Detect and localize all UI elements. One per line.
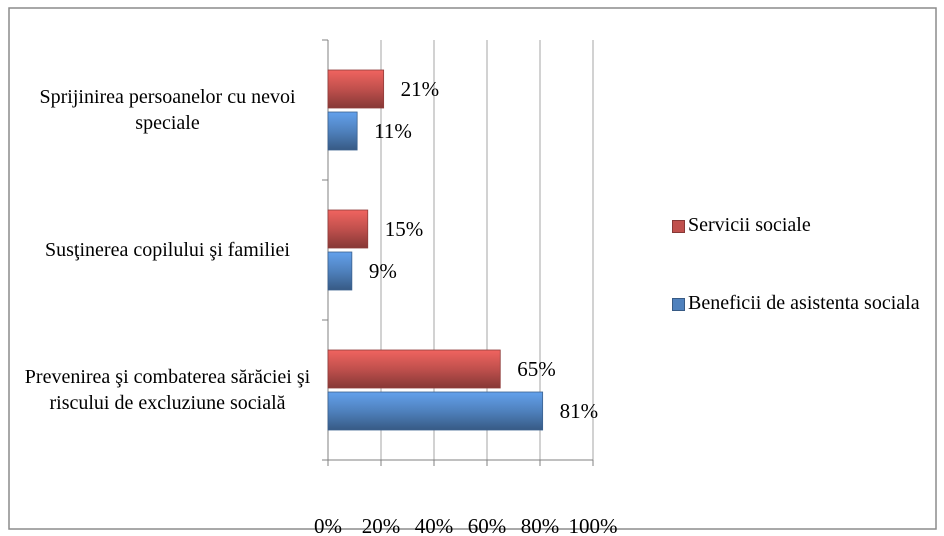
x-tick-label: 80%: [521, 514, 560, 536]
bar: [327, 111, 358, 151]
legend-swatch: [672, 220, 685, 233]
value-label: 15%: [385, 217, 424, 241]
bar: [327, 69, 385, 109]
bar: [327, 251, 353, 291]
category-label: Prevenirea şi combaterea sărăciei şi ris…: [24, 366, 311, 414]
bar: [327, 391, 544, 431]
legend-label: Beneficii de asistenta sociala: [688, 292, 920, 314]
bar: [327, 349, 501, 389]
category-label: Susţinerea copilului şi familiei: [45, 239, 290, 261]
x-tick-label: 0%: [314, 514, 342, 536]
x-tick-label: 20%: [362, 514, 401, 536]
value-label: 11%: [374, 119, 412, 143]
x-tick-label: 100%: [569, 514, 618, 536]
frame: [8, 7, 937, 530]
legend-label: Servicii sociale: [688, 214, 811, 236]
bar: [327, 209, 369, 249]
value-label: 9%: [369, 259, 397, 283]
value-label: 65%: [517, 357, 556, 381]
legend-swatch: [672, 298, 685, 311]
value-label: 21%: [401, 77, 440, 101]
x-tick-label: 40%: [415, 514, 454, 536]
x-tick-label: 60%: [468, 514, 507, 536]
value-label: 81%: [560, 399, 599, 423]
category-label: Sprijinirea persoanelor cu nevoi special…: [39, 86, 296, 134]
